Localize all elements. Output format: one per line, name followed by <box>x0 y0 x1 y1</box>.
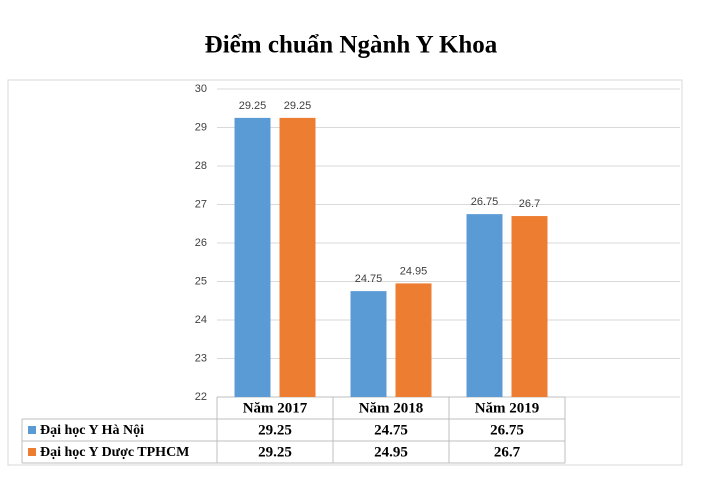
bar <box>350 291 387 397</box>
y-tick-label: 27 <box>195 198 207 210</box>
y-tick-label: 23 <box>195 352 207 364</box>
table-cell: 29.25 <box>258 422 292 438</box>
bar <box>466 214 503 397</box>
legend-swatch <box>28 426 36 434</box>
y-tick-label: 24 <box>195 314 207 326</box>
table-cell: 24.95 <box>374 444 408 460</box>
bar <box>279 117 316 397</box>
y-tick-label: 25 <box>195 275 207 287</box>
x-tick-label: Năm 2019 <box>475 400 540 416</box>
data-label: 24.95 <box>400 265 428 277</box>
y-tick-label: 29 <box>195 121 207 133</box>
data-label: 29.25 <box>239 100 267 112</box>
legend-swatch <box>28 448 36 456</box>
bar <box>511 216 548 397</box>
y-tick-label: 28 <box>195 160 207 172</box>
legend-label: Đại học Y Dược TPHCM <box>40 445 189 460</box>
data-label: 29.25 <box>284 100 312 112</box>
legend-label: Đại học Y Hà Nội <box>40 423 144 438</box>
data-label: 24.75 <box>355 273 383 285</box>
x-tick-label: Năm 2018 <box>359 400 424 416</box>
y-tick-label: 26 <box>195 237 207 249</box>
chart-frame <box>7 79 683 466</box>
table-cell: 26.75 <box>490 422 524 438</box>
table-cell: 24.75 <box>374 422 408 438</box>
bar <box>395 283 432 397</box>
y-tick-label: 30 <box>195 83 207 95</box>
y-tick-label: 22 <box>195 391 207 403</box>
table-cell: 26.7 <box>494 444 521 460</box>
chart-title: Điểm chuẩn Ngành Y Khoa <box>205 32 498 59</box>
data-label: 26.7 <box>519 198 540 210</box>
bar <box>234 117 271 397</box>
table-cell: 29.25 <box>258 444 292 460</box>
x-tick-label: Năm 2017 <box>243 400 308 416</box>
data-label: 26.75 <box>471 196 499 208</box>
